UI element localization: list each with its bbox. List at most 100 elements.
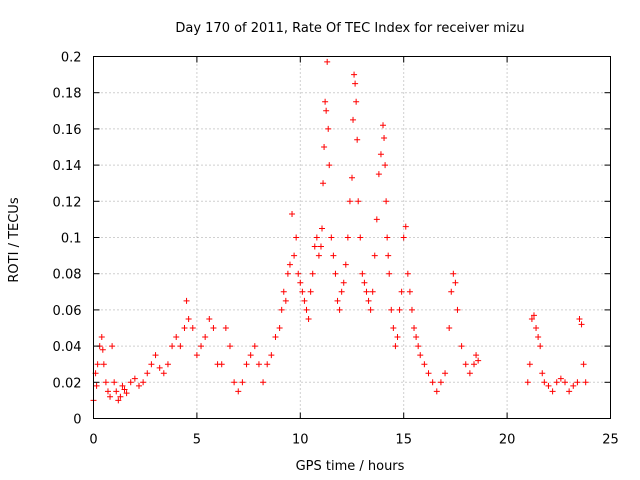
- data-point: [295, 270, 302, 277]
- data-point: [377, 151, 384, 158]
- data-point: [437, 379, 444, 386]
- data-point: [210, 325, 217, 331]
- data-point: [164, 361, 171, 368]
- data-point: [243, 361, 250, 368]
- data-point: [454, 306, 461, 313]
- data-point: [355, 198, 362, 205]
- data-point: [169, 343, 176, 350]
- data-point: [291, 252, 298, 259]
- data-point: [206, 315, 213, 322]
- data-point: [334, 297, 341, 304]
- data-point: [272, 334, 279, 341]
- data-point: [382, 162, 389, 169]
- data-point: [475, 357, 482, 364]
- y-tick-label: 0.1: [61, 232, 82, 247]
- x-tick-labels: 0 5 10 15 20 25: [89, 433, 618, 448]
- data-point: [276, 325, 283, 331]
- data-point: [365, 297, 372, 304]
- data-point: [301, 297, 308, 304]
- data-point: [354, 136, 361, 143]
- data-point: [311, 243, 318, 250]
- data-point: [284, 270, 291, 277]
- data-point: [429, 379, 436, 386]
- data-point: [417, 352, 424, 359]
- y-tick-label: 0.14: [53, 159, 82, 174]
- x-tick-label: 15: [395, 433, 412, 448]
- y-tick-label: 0: [73, 413, 81, 428]
- data-point: [193, 352, 200, 359]
- data-point: [473, 352, 480, 359]
- data-point: [361, 279, 368, 286]
- data-point: [369, 288, 376, 295]
- y-tick-label: 0.2: [61, 51, 82, 66]
- data-point: [251, 343, 258, 350]
- data-point: [123, 390, 130, 397]
- data-point: [320, 180, 327, 187]
- data-point: [530, 312, 537, 319]
- data-point: [392, 343, 399, 350]
- data-point: [549, 388, 556, 395]
- data-point: [119, 382, 126, 389]
- data-point: [448, 288, 455, 295]
- data-point: [315, 252, 322, 259]
- data-point: [582, 379, 589, 386]
- data-point: [297, 279, 304, 286]
- data-point: [383, 198, 390, 205]
- x-tick-label: 25: [602, 433, 619, 448]
- data-point: [381, 134, 388, 141]
- data-point: [330, 252, 337, 259]
- data-point: [535, 334, 542, 341]
- data-point: [528, 315, 535, 322]
- data-point: [342, 261, 349, 268]
- data-point: [576, 315, 583, 322]
- data-point: [446, 325, 453, 331]
- axis-ticks: [93, 56, 611, 419]
- data-point: [144, 370, 151, 377]
- data-point: [131, 375, 138, 382]
- data-point: [533, 325, 540, 331]
- data-point: [471, 361, 478, 368]
- data-point: [570, 382, 577, 389]
- data-point: [303, 306, 310, 313]
- data-point: [226, 343, 233, 350]
- data-point: [140, 379, 147, 386]
- x-tick-label: 5: [193, 433, 201, 448]
- data-point: [562, 379, 569, 386]
- data-point: [402, 223, 409, 230]
- data-point: [183, 297, 190, 304]
- data-point: [326, 162, 333, 169]
- data-point: [222, 325, 229, 331]
- data-point: [321, 144, 328, 150]
- data-point: [406, 288, 413, 295]
- data-point: [264, 361, 271, 368]
- data-point: [380, 122, 387, 129]
- y-axis-label: ROTI / TECUs: [7, 197, 22, 282]
- data-point: [537, 343, 544, 350]
- data-points: [90, 58, 589, 404]
- data-point: [135, 382, 142, 389]
- data-point: [322, 98, 329, 105]
- data-point: [411, 325, 418, 331]
- data-point: [384, 234, 391, 241]
- data-point: [299, 288, 306, 295]
- data-point: [94, 361, 101, 368]
- data-point: [235, 388, 242, 395]
- data-point: [394, 334, 401, 341]
- grid-lines: [93, 56, 611, 419]
- data-point: [111, 379, 118, 386]
- data-point: [373, 216, 380, 223]
- data-point: [148, 361, 155, 368]
- data-point: [442, 370, 449, 377]
- data-point: [323, 107, 330, 114]
- data-point: [433, 388, 440, 395]
- data-point: [450, 270, 457, 277]
- data-point: [317, 243, 324, 250]
- data-point: [255, 361, 262, 368]
- data-point: [458, 343, 465, 350]
- data-point: [121, 386, 128, 393]
- y-tick-label: 0.12: [53, 195, 82, 210]
- data-point: [359, 270, 366, 277]
- data-point: [289, 210, 296, 217]
- data-point: [452, 279, 459, 286]
- data-point: [113, 388, 120, 395]
